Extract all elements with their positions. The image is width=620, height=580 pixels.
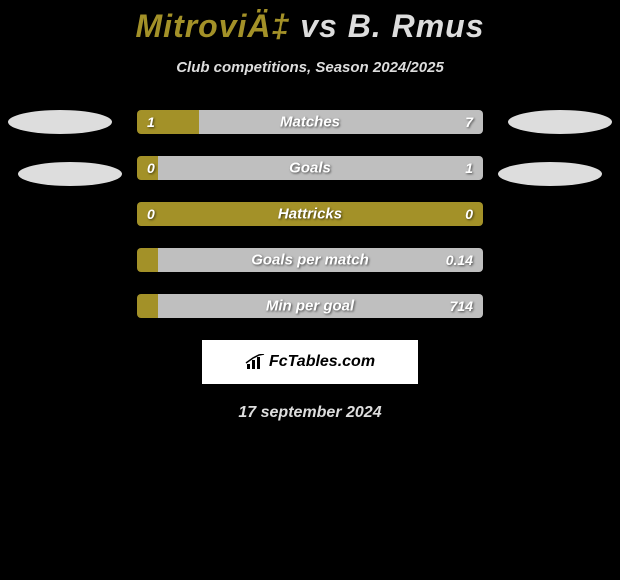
- stat-value-right: 0.14: [446, 252, 473, 268]
- stat-value-left: 0: [147, 160, 155, 176]
- stat-right-fill: [199, 110, 483, 134]
- stat-label: Goals: [289, 160, 331, 177]
- stat-left-fill: [137, 294, 158, 318]
- stat-label: Hattricks: [278, 206, 342, 223]
- logo-text: FcTables.com: [245, 353, 375, 371]
- player-right-name: B. Rmus: [348, 8, 485, 44]
- page-title: MitroviÄ‡ vs B. Rmus: [0, 8, 620, 45]
- stat-row: Min per goal 714: [137, 294, 483, 318]
- stat-value-right: 1: [465, 160, 473, 176]
- stat-row: Matches 1 7: [137, 110, 483, 134]
- player-left-badge-2: [18, 162, 122, 186]
- stat-value-right: 0: [465, 206, 473, 222]
- stat-value-right: 7: [465, 114, 473, 130]
- stats-container: Matches 1 7 Goals 0 1 Hattricks 0 0 Goals per mat…: [0, 110, 620, 318]
- stat-label: Matches: [280, 114, 340, 131]
- stat-value-left: 1: [147, 114, 155, 130]
- player-right-badge-2: [498, 162, 602, 186]
- player-right-badge-1: [508, 110, 612, 134]
- stat-label: Goals per match: [251, 252, 369, 269]
- chart-icon: [245, 354, 265, 370]
- source-logo: FcTables.com: [202, 340, 418, 384]
- player-left-name: MitroviÄ‡: [136, 8, 291, 44]
- vs-text: vs: [300, 8, 338, 44]
- stat-value-left: 0: [147, 206, 155, 222]
- stat-left-fill: [137, 248, 158, 272]
- stat-label: Min per goal: [266, 298, 354, 315]
- player-left-badge-1: [8, 110, 112, 134]
- stat-row: Hattricks 0 0: [137, 202, 483, 226]
- stat-row: Goals 0 1: [137, 156, 483, 180]
- date-text: 17 september 2024: [0, 404, 620, 422]
- stat-value-right: 714: [450, 298, 473, 314]
- logo-label: FcTables.com: [269, 353, 375, 371]
- subtitle: Club competitions, Season 2024/2025: [0, 59, 620, 76]
- stat-row: Goals per match 0.14: [137, 248, 483, 272]
